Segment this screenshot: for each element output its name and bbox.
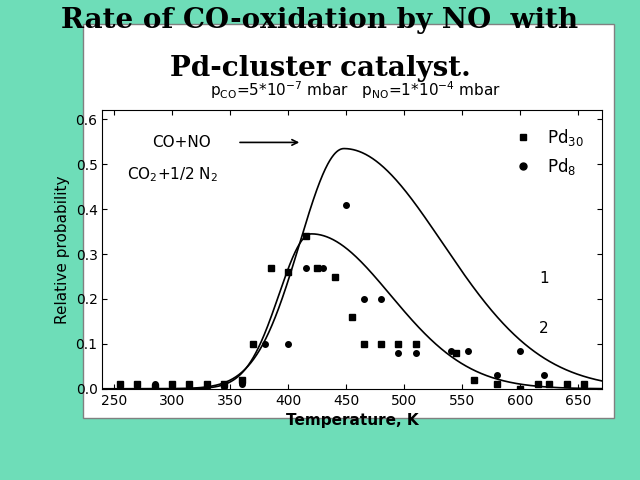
FancyBboxPatch shape xyxy=(83,24,614,418)
Text: $\mathregular{p_{CO}}$=5*10$^{-7}$ mbar   $\mathregular{p_{NO}}$=1*10$^{-4}$ mba: $\mathregular{p_{CO}}$=5*10$^{-7}$ mbar … xyxy=(210,79,500,101)
Legend: Pd$_{30}$, Pd$_{8}$: Pd$_{30}$, Pd$_{8}$ xyxy=(502,121,588,182)
Text: Pd-cluster catalyst.: Pd-cluster catalyst. xyxy=(170,55,470,82)
Text: CO+NO: CO+NO xyxy=(152,135,211,150)
Text: Rate of CO-oxidation by NO  with: Rate of CO-oxidation by NO with xyxy=(61,7,579,34)
Y-axis label: Relative probability: Relative probability xyxy=(55,175,70,324)
X-axis label: Temperature, K: Temperature, K xyxy=(285,413,419,428)
Text: CO$_2$+1/2 N$_2$: CO$_2$+1/2 N$_2$ xyxy=(127,165,218,184)
Text: 2: 2 xyxy=(540,321,549,336)
Text: 1: 1 xyxy=(540,271,549,286)
